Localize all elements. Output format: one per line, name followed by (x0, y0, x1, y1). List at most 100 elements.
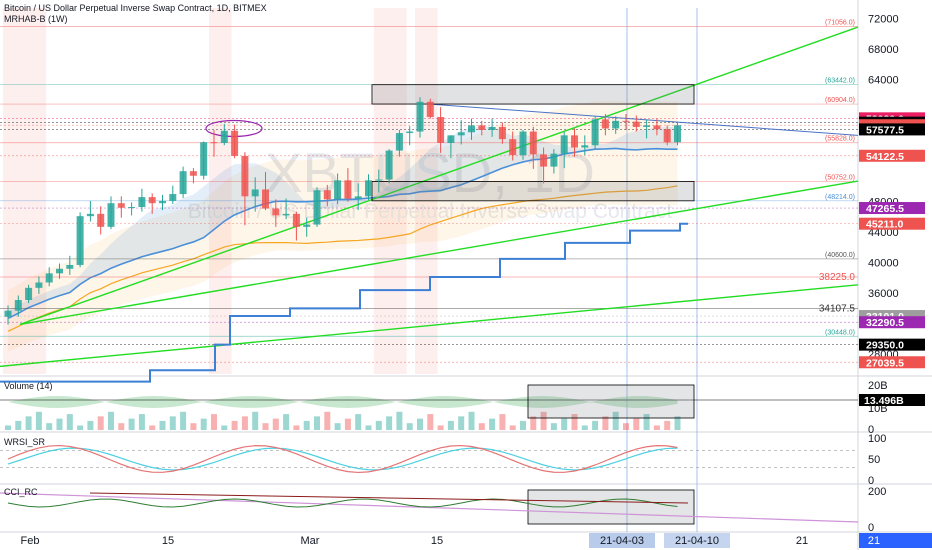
candle-body (56, 268, 63, 274)
candle (571, 128, 578, 157)
price-tag-bg (859, 338, 925, 351)
candle-body (189, 171, 197, 176)
level-annotation: (30448.0) (825, 329, 855, 336)
candle (406, 126, 414, 146)
time-tag: 21-04-10 (664, 533, 730, 548)
candle (519, 130, 527, 160)
level-annotation: (60904.0) (825, 97, 855, 104)
volume-bar (602, 416, 609, 430)
time-tag-text: 21 (868, 535, 880, 547)
candle-body (571, 135, 578, 148)
candle (437, 107, 445, 153)
candle-body (303, 224, 311, 227)
rsi-tick-label: 0 (868, 475, 874, 487)
volume-bar (25, 416, 32, 430)
candle-body (272, 208, 280, 216)
volume-bar (324, 411, 331, 430)
candle-body (334, 180, 342, 200)
candle-body (231, 130, 239, 156)
price-tick-label: 44000 (868, 227, 899, 239)
volume-bar (314, 416, 320, 430)
candle (303, 217, 311, 237)
volume-bar (149, 425, 156, 430)
volume-pane-label: Volume (14) (4, 381, 53, 391)
time-tag-text: 21-04-10 (675, 535, 719, 547)
candle-body (241, 155, 249, 197)
candle-body (498, 126, 506, 140)
candle-body (509, 139, 517, 156)
rsi-tick-label: 100 (868, 433, 886, 445)
level-annotation: (71056.0) (825, 20, 855, 27)
candle-body (138, 197, 146, 208)
trendline-middle (19, 180, 859, 326)
price-tag: 45211.0 (859, 217, 925, 231)
candle (426, 98, 434, 119)
candle-body (148, 197, 156, 204)
candle-body (529, 131, 537, 155)
volume-bar (5, 425, 11, 430)
volume-bar (623, 423, 629, 430)
rsi-pane-label: WRSI_SR (4, 437, 46, 447)
level-annotation: (55828.0) (825, 136, 855, 143)
time-tag-bg (859, 533, 932, 548)
candle-body (323, 190, 331, 200)
volume-bar (97, 416, 104, 430)
candle-body (560, 135, 568, 154)
ma-cloud (8, 126, 678, 319)
candle (76, 212, 84, 268)
volume-bar (87, 420, 94, 430)
time-tag: 21 (859, 533, 932, 548)
candle (663, 125, 671, 146)
candle (251, 177, 259, 212)
time-tick-label: 21 (796, 535, 808, 547)
candle (128, 202, 136, 216)
candle-body (457, 132, 465, 136)
candle-body (313, 190, 321, 225)
candle-body (426, 101, 434, 118)
candle-body (179, 171, 187, 195)
candle (529, 126, 537, 169)
candle (591, 116, 599, 150)
price-tick-label: 68000 (868, 44, 899, 56)
candle (416, 97, 424, 138)
candle (498, 122, 506, 144)
volume-bar (550, 423, 557, 430)
candle (272, 199, 280, 227)
candle-body (159, 200, 166, 204)
candle-body (550, 153, 558, 167)
price-tag-text: 45211.0 (866, 219, 904, 231)
candle-body (97, 213, 105, 227)
candle-body (128, 207, 136, 209)
candle-body (395, 133, 403, 151)
volume-bar (190, 423, 197, 430)
ma-blue-line (7, 147, 678, 320)
zone-box-bottom (371, 181, 695, 202)
candle (200, 141, 208, 180)
candle-body (200, 142, 208, 176)
candle (189, 168, 197, 184)
volume-bar (138, 414, 145, 430)
candle-body (354, 196, 362, 199)
volume-bar (674, 416, 681, 430)
price-tag-text: 29350.0 (866, 340, 904, 352)
candle-body (478, 125, 486, 130)
candle-body (612, 120, 620, 129)
candle-body (622, 120, 630, 122)
candle-body (14, 300, 22, 311)
volume-bar (159, 420, 166, 430)
volume-bar (571, 414, 578, 430)
volume-bar (561, 418, 568, 430)
candle (45, 267, 53, 287)
price-tag-bg (859, 202, 925, 215)
level-annotation: 38225.0 (819, 272, 856, 283)
symbol-title: Bitcoin / US Dollar Perpetual Inverse Sw… (4, 3, 267, 13)
candle-body (437, 117, 445, 143)
volume-bar (458, 416, 465, 430)
price-tick-label: 40000 (868, 257, 899, 269)
cci-pane: 2000 (0, 486, 886, 534)
candle (169, 185, 177, 204)
candle (323, 184, 331, 207)
price-tag-bg (859, 356, 925, 369)
candle (179, 166, 187, 198)
